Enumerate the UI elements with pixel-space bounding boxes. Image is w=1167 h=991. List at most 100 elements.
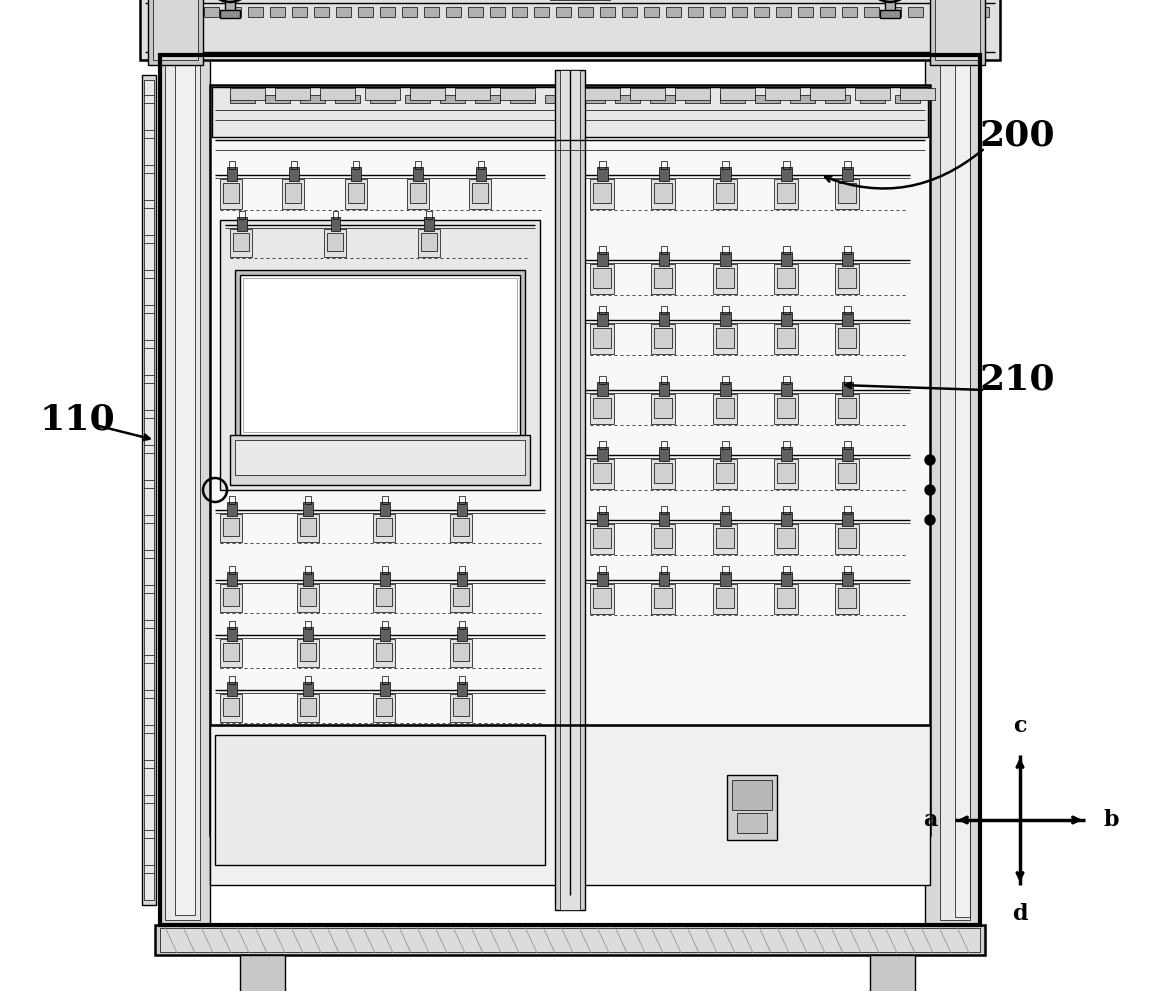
Bar <box>591 264 614 294</box>
Bar <box>296 584 319 612</box>
Bar <box>930 0 985 65</box>
Bar <box>732 780 773 810</box>
Bar <box>249 7 263 17</box>
Bar <box>306 621 312 629</box>
Bar <box>658 512 670 526</box>
Bar <box>722 441 728 449</box>
Bar <box>382 676 387 684</box>
Bar <box>534 7 548 17</box>
Bar <box>722 161 728 169</box>
Bar <box>469 179 491 209</box>
Bar <box>285 183 301 203</box>
Bar <box>685 95 710 103</box>
Bar <box>401 7 417 17</box>
Circle shape <box>925 485 935 495</box>
Bar <box>459 676 464 684</box>
Bar <box>658 252 670 266</box>
Bar <box>229 566 235 574</box>
Bar <box>450 694 473 722</box>
Bar <box>348 183 364 203</box>
Bar <box>591 459 614 489</box>
Bar <box>895 95 920 103</box>
Bar <box>774 324 798 354</box>
Bar <box>410 183 426 203</box>
Bar <box>720 447 731 461</box>
Bar <box>418 229 440 257</box>
Bar <box>777 268 795 288</box>
Bar <box>456 502 467 516</box>
Bar <box>407 179 428 209</box>
Bar <box>860 95 885 103</box>
Bar <box>777 528 795 548</box>
Bar <box>598 312 608 326</box>
Bar <box>413 167 424 181</box>
Bar <box>450 639 473 667</box>
Bar <box>327 233 343 251</box>
Bar <box>777 398 795 418</box>
Bar <box>380 7 394 17</box>
Bar <box>555 70 585 910</box>
Bar <box>836 179 859 209</box>
Bar <box>473 183 488 203</box>
Bar <box>175 65 195 915</box>
Bar <box>790 95 815 103</box>
Bar <box>235 270 525 440</box>
Bar <box>221 514 242 542</box>
Bar <box>160 55 980 925</box>
Bar <box>722 306 728 314</box>
Bar <box>820 7 836 17</box>
Bar <box>615 95 640 103</box>
Bar <box>798 7 813 17</box>
Bar <box>300 518 316 536</box>
Bar <box>655 268 672 288</box>
Bar <box>230 435 530 485</box>
Bar <box>182 7 197 17</box>
Bar <box>720 572 731 586</box>
Bar <box>225 0 235 12</box>
Bar <box>651 264 676 294</box>
Bar <box>774 459 798 489</box>
Bar <box>373 694 396 722</box>
Bar <box>226 167 237 181</box>
Bar <box>233 233 249 251</box>
Bar <box>410 88 445 100</box>
Bar <box>599 306 606 314</box>
Bar <box>344 179 366 209</box>
Bar <box>212 87 928 137</box>
Bar <box>715 588 734 608</box>
Bar <box>377 588 392 606</box>
Bar <box>405 95 429 103</box>
Bar <box>655 528 672 548</box>
Bar <box>300 698 316 716</box>
Bar <box>599 246 606 254</box>
Text: a: a <box>923 809 937 831</box>
Bar <box>306 566 312 574</box>
Bar <box>330 217 341 231</box>
Bar <box>456 627 467 641</box>
Bar <box>651 394 676 424</box>
Bar <box>380 502 390 516</box>
Bar <box>710 7 725 17</box>
Bar <box>713 264 736 294</box>
Bar <box>776 7 791 17</box>
Bar <box>593 398 612 418</box>
Bar <box>713 394 736 424</box>
Bar <box>713 324 736 354</box>
Bar <box>838 398 857 418</box>
Bar <box>450 584 473 612</box>
Bar <box>598 382 608 396</box>
Bar <box>838 183 857 203</box>
Bar <box>855 88 890 100</box>
Bar <box>204 7 219 17</box>
Bar <box>221 639 242 667</box>
Bar <box>415 161 421 169</box>
Text: c: c <box>1013 715 1027 737</box>
Bar <box>226 572 237 586</box>
Bar <box>599 161 606 169</box>
Bar <box>468 7 483 17</box>
Bar <box>459 496 464 504</box>
Bar <box>600 7 615 17</box>
Bar <box>783 376 790 384</box>
Bar <box>777 463 795 483</box>
Bar <box>591 324 614 354</box>
